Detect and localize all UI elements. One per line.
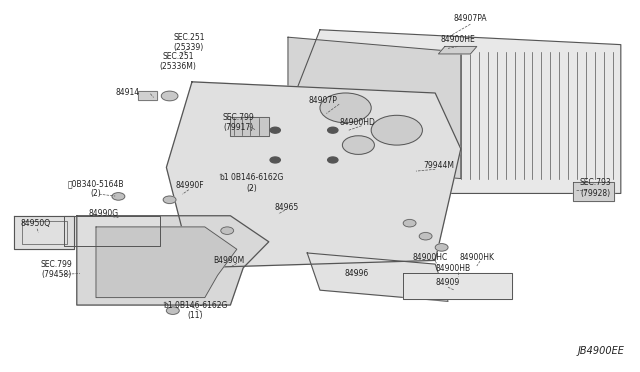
Circle shape [403, 219, 416, 227]
Polygon shape [64, 216, 160, 246]
Polygon shape [438, 46, 477, 54]
Text: 84990G: 84990G [88, 209, 119, 218]
Polygon shape [14, 216, 74, 249]
Text: 84914: 84914 [116, 88, 140, 97]
Circle shape [270, 157, 280, 163]
Text: SEC.793
(79928): SEC.793 (79928) [579, 178, 611, 198]
Text: ␢1 0B146-6162G
(2): ␢1 0B146-6162G (2) [220, 173, 284, 193]
Circle shape [221, 227, 234, 234]
Circle shape [270, 127, 280, 133]
Text: 84900HD: 84900HD [339, 118, 375, 126]
Text: SEC.251
(25339): SEC.251 (25339) [173, 33, 205, 52]
Text: 84965: 84965 [275, 203, 299, 212]
Circle shape [342, 136, 374, 154]
Text: SEC.799
(79458): SEC.799 (79458) [40, 260, 72, 279]
Text: ␧0B340-5164B
(2): ␧0B340-5164B (2) [68, 179, 124, 198]
Text: 84900HC: 84900HC [412, 253, 448, 262]
Circle shape [163, 196, 176, 203]
Circle shape [112, 193, 125, 200]
Text: B4990M: B4990M [214, 256, 244, 265]
Circle shape [419, 232, 432, 240]
Text: 79944M: 79944M [423, 161, 454, 170]
Text: ␢1 0B146-6162G
(11): ␢1 0B146-6162G (11) [163, 301, 227, 320]
Text: 84909: 84909 [436, 278, 460, 287]
Text: 84990F: 84990F [176, 181, 204, 190]
Text: 84996: 84996 [345, 269, 369, 278]
Polygon shape [307, 253, 448, 301]
Text: SEC.799
(79917): SEC.799 (79917) [223, 113, 255, 132]
Circle shape [435, 244, 448, 251]
Polygon shape [96, 227, 237, 298]
Circle shape [166, 307, 179, 314]
Polygon shape [166, 82, 461, 268]
Text: 84900HK: 84900HK [460, 253, 494, 262]
Circle shape [328, 127, 338, 133]
Polygon shape [77, 216, 269, 305]
Polygon shape [288, 37, 461, 179]
Text: SEC.251
(25336M): SEC.251 (25336M) [159, 52, 196, 71]
Bar [138, 91, 157, 100]
Circle shape [320, 93, 371, 123]
Text: JB4900EE: JB4900EE [577, 346, 624, 356]
Polygon shape [288, 30, 621, 193]
Bar [138, 91, 157, 100]
Text: 84900HB: 84900HB [436, 264, 470, 273]
Circle shape [371, 115, 422, 145]
Text: 84950Q: 84950Q [20, 219, 51, 228]
Polygon shape [230, 117, 269, 136]
Polygon shape [573, 182, 614, 201]
Text: 84907P: 84907P [308, 96, 338, 105]
Polygon shape [403, 273, 512, 299]
Text: 84907PA: 84907PA [454, 14, 487, 23]
Text: 84900HE: 84900HE [440, 35, 475, 44]
Circle shape [328, 157, 338, 163]
Circle shape [161, 91, 178, 101]
